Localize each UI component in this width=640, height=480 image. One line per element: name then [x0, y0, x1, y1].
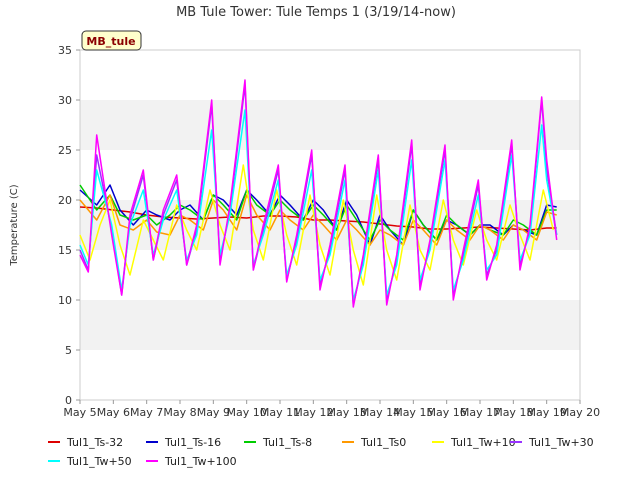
series-lines: [79, 79, 558, 308]
x-tick-label: May 9: [197, 406, 230, 419]
x-tick-label: May 6: [97, 406, 130, 419]
x-tick-label: May 12: [293, 406, 333, 419]
station-label: MB_tule: [81, 30, 142, 51]
x-tick-label: May 17: [460, 406, 500, 419]
x-tick-label: May 14: [360, 406, 400, 419]
station-label-box: [81, 30, 142, 51]
x-tick-label: May 10: [227, 406, 267, 419]
plot-frame: [79, 49, 581, 401]
y-tick-label: 35: [58, 44, 72, 57]
x-tick-label: May 19: [527, 406, 567, 419]
grid-band: [80, 300, 580, 350]
series-line-tul1-tw-100: [79, 79, 558, 308]
legend-label: Tul1_Ts-16: [164, 436, 221, 449]
legend-label: Tul1_Tw+100: [164, 455, 237, 468]
y-tick-label: 30: [58, 94, 72, 107]
grid-band: [80, 50, 580, 100]
legend: Tul1_Ts-32 Tul1_Ts-16 Tul1_Ts-8 Tul1_Ts0 Tul…: [48, 436, 594, 468]
plot-bands: [80, 50, 580, 400]
legend-label: Tul1_Ts-8: [262, 436, 312, 449]
y-tick-label: 10: [58, 294, 72, 307]
x-tick-label: May 7: [130, 406, 163, 419]
y-tick-label: 5: [65, 344, 72, 357]
x-tick-label: May 16: [427, 406, 467, 419]
legend-label: Tul1_Tw+50: [66, 455, 132, 468]
x-tick-label: May 18: [493, 406, 533, 419]
y-tick-label: 0: [65, 394, 72, 407]
x-tick-label: May 15: [393, 406, 433, 419]
legend-label: Tul1_Ts0: [360, 436, 406, 449]
x-tick-label: May 20: [560, 406, 600, 419]
grid-band: [80, 150, 580, 200]
x-tick-label: May 5: [63, 406, 96, 419]
legend-label: Tul1_Ts-32: [66, 436, 123, 449]
y-axis-ticks: 0 5 10 15 20 25 30 35: [58, 44, 80, 407]
grid-band: [80, 350, 580, 400]
y-axis-label: Temperature (C): [9, 184, 20, 266]
y-tick-label: 15: [58, 244, 72, 257]
grid-band: [80, 100, 580, 150]
legend-label: Tul1_Tw+30: [528, 436, 594, 449]
legend-label: Tul1_Tw+10: [450, 436, 516, 449]
y-tick-label: 20: [58, 194, 72, 207]
x-tick-label: May 13: [327, 406, 367, 419]
x-tick-label: May 8: [163, 406, 196, 419]
chart-title: MB Tule Tower: Tule Temps 1 (3/19/14-now…: [176, 5, 456, 20]
x-tick-label: May 11: [260, 406, 300, 419]
y-tick-label: 25: [58, 144, 72, 157]
station-label-text: MB_tule: [86, 35, 135, 48]
